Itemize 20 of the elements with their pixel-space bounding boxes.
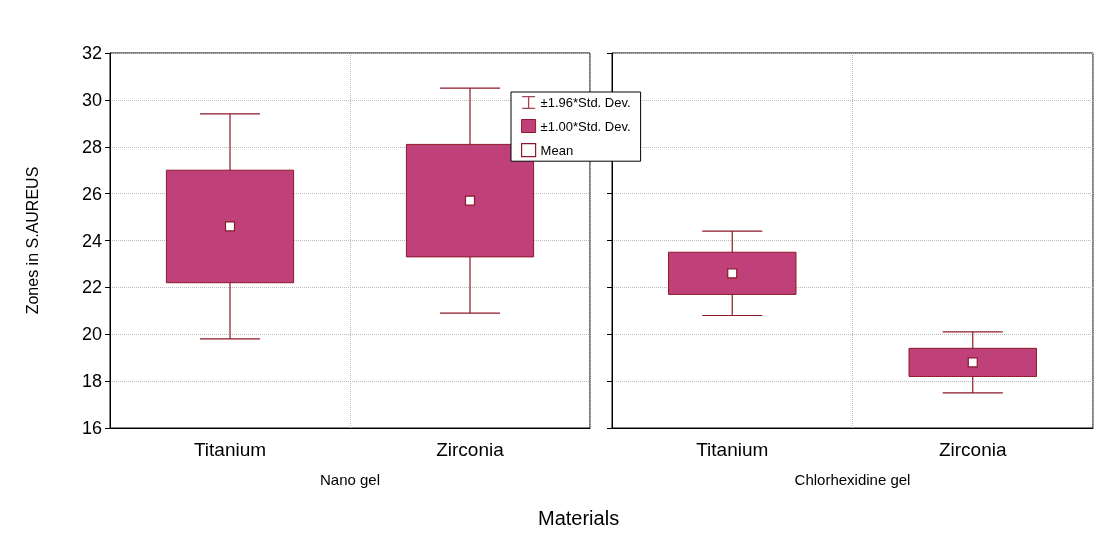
y-axis-title: Zones in S.AUREUS bbox=[23, 166, 41, 315]
y-tick-label: 30 bbox=[81, 89, 102, 110]
y-tick-label: 16 bbox=[81, 418, 102, 438]
y-tick-label: 28 bbox=[81, 136, 102, 157]
x-tick-label: Zirconia bbox=[938, 439, 1007, 460]
legend-label: Mean bbox=[540, 142, 574, 158]
x-tick-label: Titanium bbox=[193, 439, 267, 460]
y-tick-label: 32 bbox=[81, 43, 102, 63]
y-tick-label: 24 bbox=[81, 230, 102, 251]
legend-label: ±1.00*Std. Dev. bbox=[540, 118, 631, 134]
x-axis-title: Nano gel bbox=[319, 471, 381, 488]
y-tick-label: 26 bbox=[81, 183, 102, 204]
legend-label: ±1.96*Std. Dev. bbox=[540, 95, 631, 110]
y-tick-label: 20 bbox=[81, 324, 102, 345]
y-tick-label: 18 bbox=[81, 371, 102, 392]
x-axis-title: Chlorhexidine gel bbox=[794, 471, 911, 488]
x-tick-label: Titanium bbox=[696, 439, 769, 460]
text: Materials bbox=[538, 507, 620, 529]
x-tick-label: Zirconia bbox=[436, 439, 505, 460]
y-tick-label: 22 bbox=[81, 277, 102, 298]
